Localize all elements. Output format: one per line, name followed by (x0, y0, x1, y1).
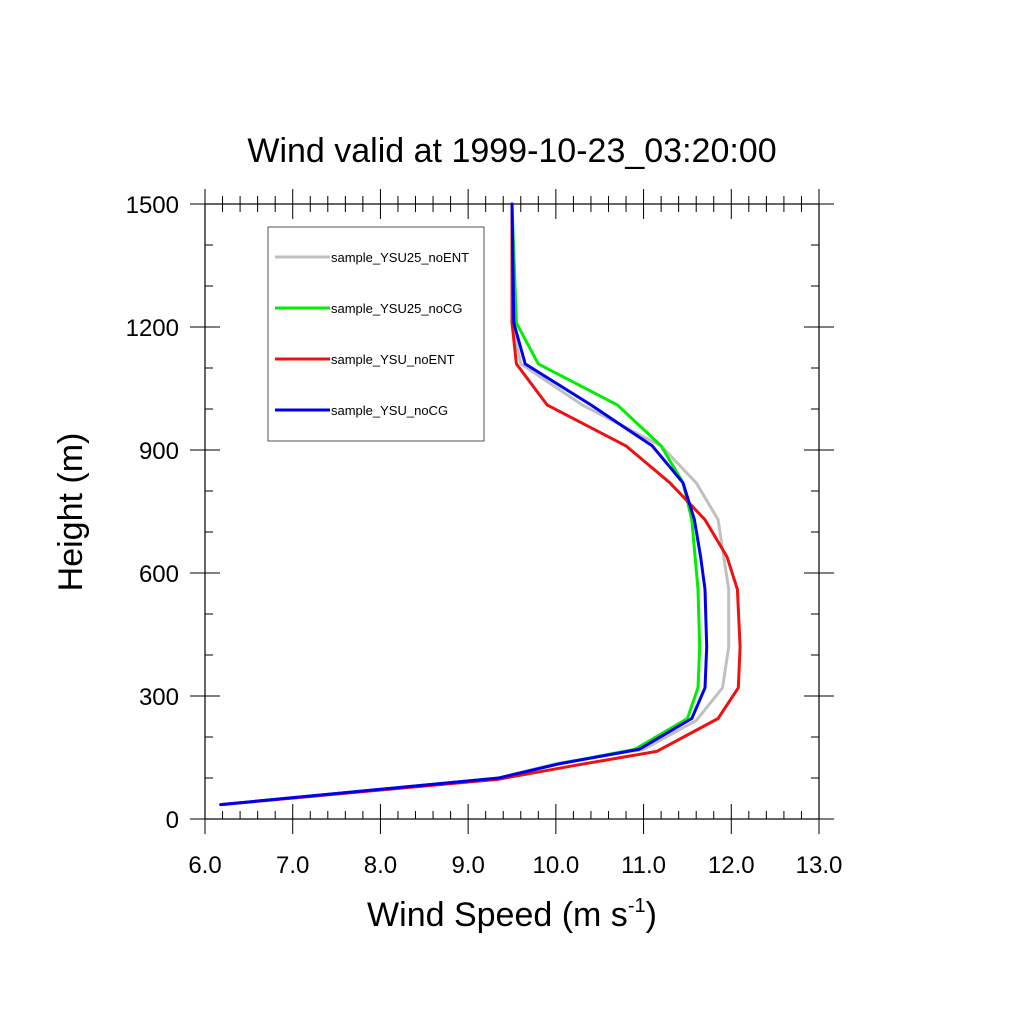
x-axis-title-superscript: -1 (628, 895, 646, 917)
series-line (219, 202, 709, 807)
y-tick-label: 0 (166, 807, 179, 834)
x-tick-label: 11.0 (621, 852, 666, 879)
legend-label: sample_YSU_noENT (331, 352, 455, 367)
y-tick-label: 1500 (126, 192, 179, 219)
legend-label: sample_YSU_noCG (331, 403, 448, 418)
x-axis-title-main: Wind Speed (m s (367, 896, 628, 934)
series-line (219, 202, 742, 807)
chart-title: Wind valid at 1999-10-23_03:20:00 (247, 132, 776, 170)
y-tick-label: 600 (139, 561, 179, 588)
x-tick-label: 7.0 (276, 852, 309, 879)
x-axis-title-end: ) (646, 896, 657, 934)
x-tick-label: 6.0 (188, 852, 221, 879)
y-tick-label: 900 (139, 438, 179, 465)
x-axis-title: Wind Speed (m s-1) (367, 895, 657, 934)
legend-box (267, 226, 485, 442)
y-tick-label: 300 (139, 684, 179, 711)
x-tick-label: 9.0 (451, 852, 484, 879)
x-tick-label: 12.0 (708, 852, 755, 879)
legend-label: sample_YSU25_noENT (331, 250, 469, 265)
legend-label: sample_YSU25_noCG (331, 301, 463, 316)
x-tick-label: 13.0 (796, 852, 843, 879)
x-tick-label: 8.0 (364, 852, 397, 879)
y-axis-title: Height (m) (52, 433, 90, 592)
plot-area: 6.0 7.0 8.0 9.0 10.0 11.0 12.0 13.0 0 300 600 900 12… (126, 189, 843, 879)
y-tick-label: 1200 (126, 315, 179, 342)
x-tick-label: 10.0 (532, 852, 579, 879)
